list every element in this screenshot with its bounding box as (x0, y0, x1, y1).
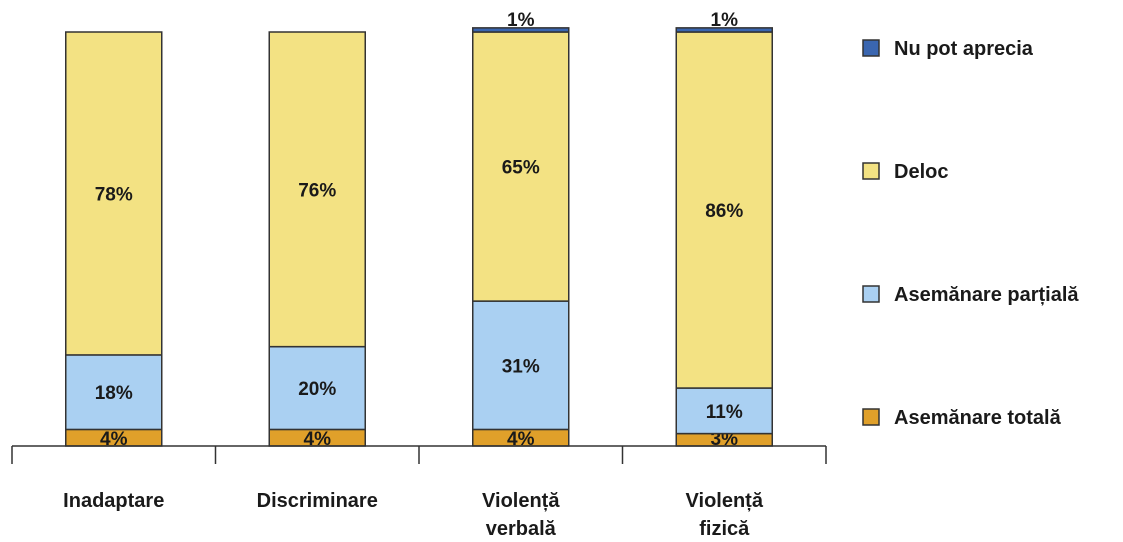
bar-violenta-verbala-deloc (472, 31, 570, 302)
bars-group: 4%18%78%4%20%76%4%31%65%1%3%11%86%1% (65, 10, 773, 450)
bar-inadaptare-deloc (65, 31, 163, 356)
bar-discriminare-asemanare-partiala (268, 345, 366, 431)
data-label-violenta-fizica-nu-pot-aprecia: 1% (711, 10, 739, 31)
category-label-inadaptare: Inadaptare (63, 490, 164, 512)
category-label-discriminare: Discriminare (257, 490, 378, 512)
category-label-violenta-verbala: Violență verbală (482, 490, 560, 540)
bar-discriminare-deloc (268, 31, 366, 348)
legend-swatch-deloc (862, 162, 880, 180)
data-label-discriminare-deloc: 76% (298, 180, 336, 201)
legend-label-nu-pot-aprecia: Nu pot aprecia (894, 38, 1034, 60)
legend-label-deloc: Deloc (894, 161, 948, 183)
data-label-violenta-verbala-asemanare-totala: 4% (507, 429, 535, 450)
legend-swatch-asemanare-partiala (862, 285, 880, 303)
data-label-inadaptare-deloc: 78% (95, 184, 133, 205)
category-label-violenta-fizica: Violență fizică (686, 490, 764, 540)
legend-label-asemanare-partiala: Asemănare parțială (894, 284, 1079, 306)
data-label-violenta-fizica-deloc: 86% (705, 201, 743, 222)
data-label-discriminare-asemanare-partiala: 20% (298, 379, 336, 400)
legend-swatch-asemanare-totala (862, 408, 880, 426)
data-label-violenta-verbala-asemanare-partiala: 31% (502, 356, 540, 377)
data-label-violenta-fizica-asemanare-partiala: 11% (706, 402, 743, 423)
category-labels: Inadaptare Discriminare Violență verbală Vio… (63, 490, 764, 540)
data-label-inadaptare-asemanare-partiala: 18% (95, 383, 133, 404)
legend: Nu pot aprecia Deloc Asemănare parțială Ase… (862, 38, 1079, 429)
x-axis (11, 445, 827, 464)
bar-violenta-fizica-deloc (675, 31, 773, 389)
data-label-violenta-verbala-nu-pot-aprecia: 1% (507, 10, 535, 31)
legend-label-asemanare-totala: Asemănare totală (894, 407, 1062, 429)
bar-inadaptare-asemanare-partiala (65, 354, 163, 431)
data-label-discriminare-asemanare-totala: 4% (304, 429, 332, 450)
data-label-inadaptare-asemanare-totala: 4% (100, 429, 128, 450)
bar-violenta-verbala-asemanare-partiala (472, 300, 570, 431)
data-label-violenta-verbala-deloc: 65% (502, 158, 540, 179)
bar-violenta-verbala-nu-pot-aprecia (472, 27, 570, 33)
bar-violenta-fizica-nu-pot-aprecia (675, 27, 773, 33)
legend-swatch-nu-pot-aprecia (862, 39, 880, 57)
